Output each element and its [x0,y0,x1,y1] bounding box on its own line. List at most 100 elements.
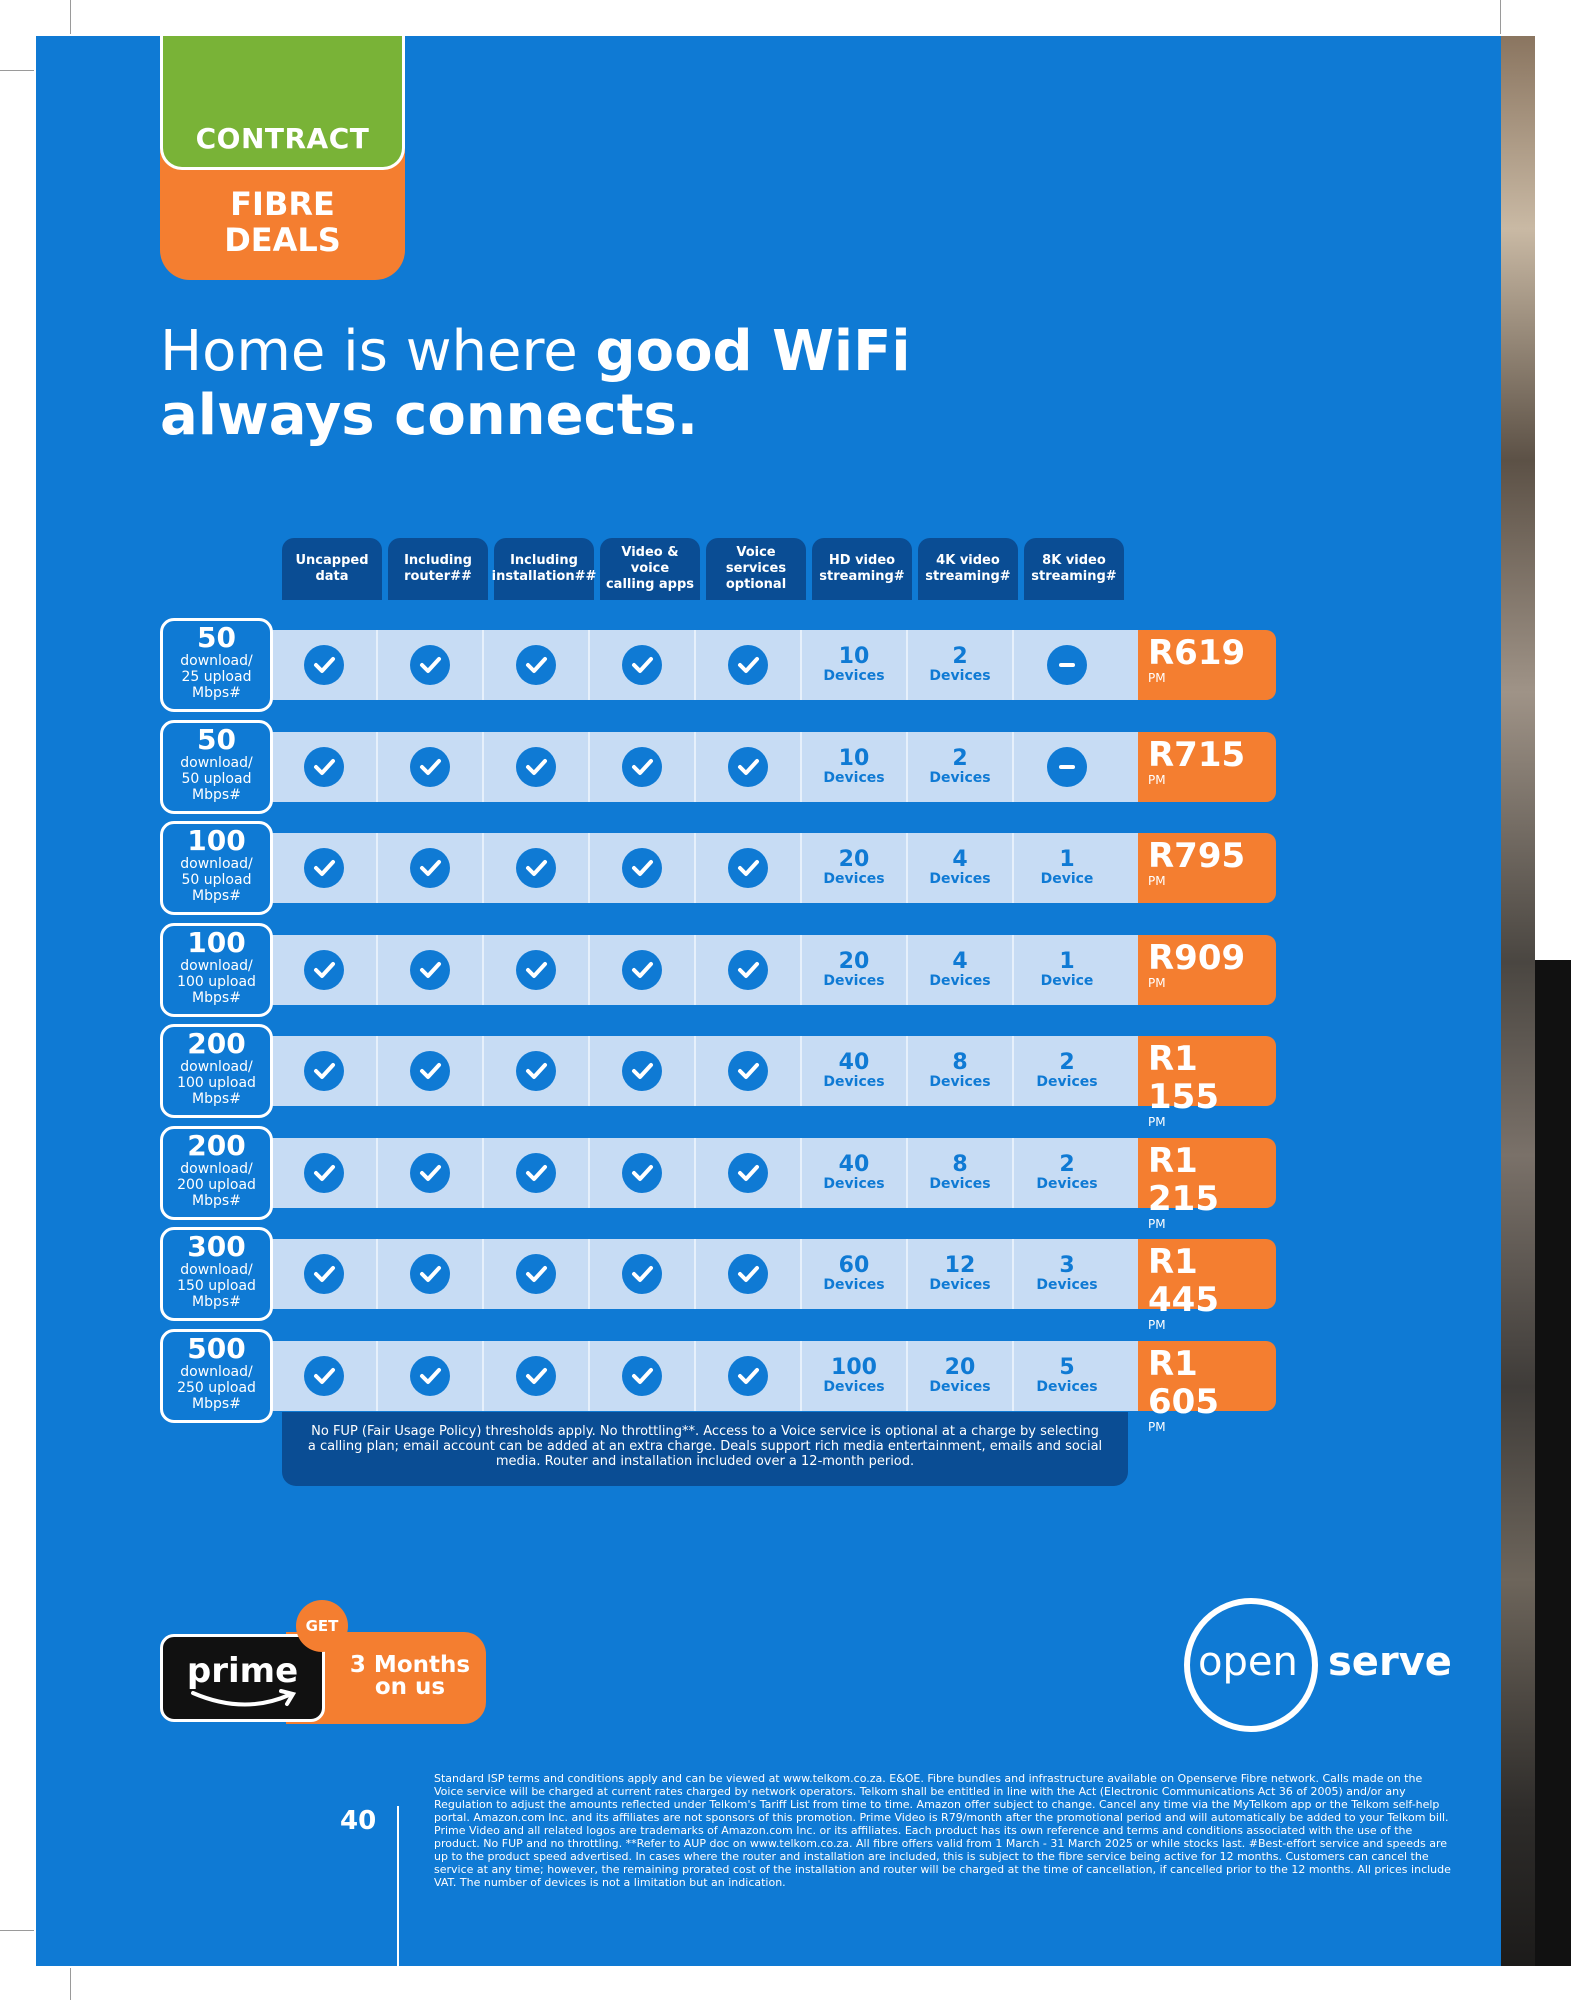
openserve-logo-ring [1184,1598,1318,1732]
column-header: Uncapped data [282,538,382,600]
device-number: 60 [838,1253,870,1278]
price-tag: R1 215 PM [1138,1137,1276,1230]
device-unit: Devices [929,668,991,684]
device-unit: Devices [823,1175,885,1192]
row-band: 40 Devices 8 Devices 2 Devices [270,1036,1140,1106]
price-tag: R1 605 PM [1138,1340,1276,1433]
device-number: 40 [838,1050,870,1075]
crop-mark-top-left [70,0,71,34]
price-tag: R715 PM [1138,731,1276,802]
table-cell [378,934,484,1005]
device-count: 8 Devices [929,1052,990,1091]
table-cell [484,1239,590,1309]
speed-label: 50 download/ 25 upload Mbps# [160,618,273,712]
crop-mark-top-right [1500,0,1501,34]
price-tag: R619 PM [1138,630,1276,700]
speed-value: 500 [187,1331,246,1365]
table-cell [378,1239,484,1309]
prime-logo: prime [160,1634,325,1722]
price-tag: R1 155 PM [1138,1036,1276,1128]
device-count: 10 Devices [823,747,884,786]
device-count: 3 Devices [1036,1255,1097,1294]
table-row: 200 download/ 200 upload Mbps# 40 Devices 8 D… [160,1125,1296,1230]
speed-value: 300 [187,1230,246,1263]
device-number: 12 [944,1253,976,1278]
check-icon [304,645,344,685]
table-cell: 20 Devices [802,833,908,903]
device-count: 5 Devices [1036,1354,1098,1395]
table-cell [590,1239,696,1309]
check-icon [728,1254,768,1294]
check-icon [622,645,662,685]
check-icon [622,1152,662,1193]
device-count: 20 Devices [929,1356,991,1395]
speed-detail: download/ 250 upload Mbps# [177,1363,256,1412]
table-cell [590,1340,696,1411]
device-count: 4 Devices [929,849,991,888]
table-cell [272,1239,378,1309]
table-cell: 1 Device [1014,833,1120,903]
table-cell: 100 Devices [802,1340,908,1411]
table-cell [272,731,378,802]
price-period: PM [1148,1216,1166,1231]
minus-icon [1047,645,1087,685]
table-cell [484,1036,590,1106]
device-unit: Devices [929,1277,991,1293]
check-icon [410,848,450,888]
speed-label: 200 download/ 100 upload Mbps# [160,1024,273,1118]
check-icon [410,746,450,787]
price-period: PM [1148,671,1166,685]
row-band: 60 Devices 12 Devices 3 Devices [270,1239,1140,1309]
get-badge: GET [296,1600,348,1652]
speed-detail: download/ 100 upload Mbps# [177,1059,256,1107]
price-period: PM [1148,772,1166,787]
table-cell [378,731,484,802]
check-icon [516,746,556,787]
device-unit: Devices [929,871,991,887]
speed-label: 100 download/ 100 upload Mbps# [160,922,273,1017]
check-icon [728,949,768,990]
table-cell: 20 Devices [802,934,908,1005]
price-value: R619 [1148,633,1246,673]
device-number: 2 [1059,1151,1075,1177]
headline-bold-2: always connects. [160,383,699,448]
table-cell [272,934,378,1005]
check-icon [728,1152,768,1193]
device-unit: Device [1040,972,1094,989]
check-icon [304,1051,344,1091]
column-header: Including router## [388,538,488,600]
device-unit: Devices [1036,1378,1098,1395]
device-count: 1 Device [1040,950,1094,989]
table-cell [590,833,696,903]
check-icon [622,949,662,990]
check-icon [410,645,450,685]
table-cell [272,1036,378,1106]
speed-value: 100 [187,824,246,857]
check-icon [622,746,662,787]
table-row: 500 download/ 250 upload Mbps# 100 Devices 2… [160,1328,1296,1433]
table-cell [378,1137,484,1208]
device-number: 5 [1059,1354,1075,1380]
speed-detail: download/ 50 upload Mbps# [180,856,253,904]
table-row: 300 download/ 150 upload Mbps# 60 Devices 12… [160,1227,1296,1331]
device-unit: Devices [823,1277,885,1293]
price-value: R1 445 [1148,1242,1219,1320]
prime-logo-text: prime [186,1651,299,1691]
table-cell: 4 Devices [908,833,1014,903]
openserve-serve: serve [1328,1639,1452,1685]
prime-smile-icon [191,1689,297,1707]
table-cell [272,630,378,700]
table-cell: 10 Devices [802,630,908,700]
device-count: 12 Devices [929,1253,991,1294]
check-icon [304,949,344,990]
check-icon [410,1051,450,1091]
device-unit: Devices [823,1378,885,1395]
table-cell [696,630,802,700]
table-cell [696,934,802,1005]
price-period: PM [1148,1318,1166,1332]
device-count: 8 Devices [929,1153,990,1192]
device-count: 2 Devices [929,747,990,786]
speed-detail: download/ 100 upload Mbps# [177,957,256,1006]
column-header: Including installation## [492,538,596,600]
device-unit: Devices [929,1378,991,1395]
